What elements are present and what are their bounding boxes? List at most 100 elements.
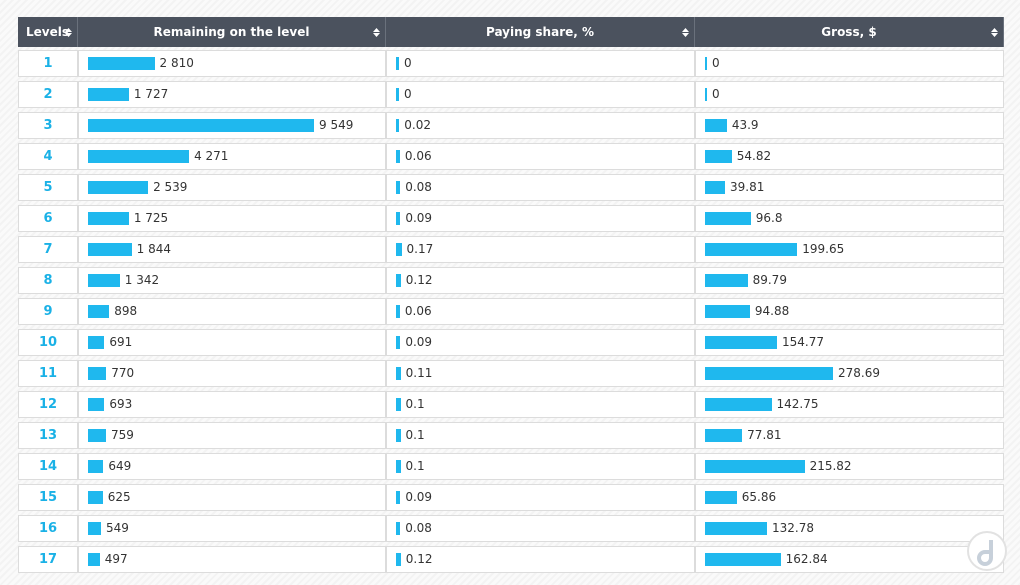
sort-icon[interactable]	[373, 28, 380, 37]
value-label: 0	[712, 56, 720, 70]
bar	[88, 88, 129, 101]
bar	[396, 305, 400, 318]
bar	[396, 274, 401, 287]
value-label: 497	[104, 552, 128, 566]
bar	[88, 429, 106, 442]
bar	[88, 398, 105, 411]
value-label: 65.86	[741, 490, 777, 504]
value-label: 43.9	[731, 118, 759, 132]
column-header[interactable]: Remaining on the level	[78, 17, 386, 47]
bar	[705, 429, 743, 442]
bar	[88, 212, 129, 225]
remaining-cell: 549	[78, 515, 386, 542]
value-label: 0.1	[405, 459, 425, 473]
gross-cell: 43.9	[695, 112, 1004, 139]
bar	[705, 336, 777, 349]
value-label: 0.09	[405, 211, 433, 225]
bar	[88, 274, 120, 287]
value-label: 1 727	[133, 87, 169, 101]
paying-share-cell: 0.06	[386, 298, 695, 325]
paying-share-cell: 0	[386, 81, 695, 108]
bar	[705, 119, 727, 132]
bar	[88, 460, 104, 473]
bar	[396, 119, 400, 132]
bar	[705, 243, 798, 256]
gross-cell: 54.82	[695, 143, 1004, 170]
bar	[705, 181, 725, 194]
gross-cell: 77.81	[695, 422, 1004, 449]
sort-icon[interactable]	[682, 28, 689, 37]
bar	[88, 150, 190, 163]
level: 15	[18, 484, 78, 511]
value-label: 278.69	[838, 366, 880, 380]
paying-share-cell: 0.12	[386, 546, 695, 573]
remaining-cell: 2 539	[78, 174, 386, 201]
value-label: 759	[110, 428, 134, 442]
level: 2	[18, 81, 78, 108]
gross-cell: 96.8	[695, 205, 1004, 232]
remaining-cell: 759	[78, 422, 386, 449]
value-label: 0.09	[405, 490, 433, 504]
bar	[88, 57, 155, 70]
bar	[88, 336, 105, 349]
level: 7	[18, 236, 78, 263]
gross-cell: 154.77	[695, 329, 1004, 356]
value-label: 162.84	[785, 552, 828, 566]
paying-share-cell: 0.11	[386, 360, 695, 387]
value-label: 0.17	[406, 242, 434, 256]
value-label: 215.82	[809, 459, 852, 473]
value-label: 0	[404, 56, 412, 70]
gross-cell: 162.84	[695, 546, 1004, 573]
remaining-cell: 691	[78, 329, 386, 356]
bar	[705, 398, 772, 411]
sort-icon[interactable]	[991, 28, 998, 37]
bar	[396, 398, 401, 411]
value-label: 0.1	[405, 397, 425, 411]
value-label: 4 271	[194, 149, 229, 163]
bar	[88, 305, 110, 318]
remaining-cell: 9 549	[78, 112, 386, 139]
value-label: 2 810	[159, 56, 194, 70]
value-label: 9 549	[319, 118, 354, 132]
paying-share-cell: 0.08	[386, 174, 695, 201]
gross-cell: 89.79	[695, 267, 1004, 294]
bar	[396, 243, 402, 256]
value-label: 1 844	[136, 242, 171, 256]
value-label: 0.12	[405, 273, 433, 287]
value-label: 625	[107, 490, 131, 504]
gross-cell: 39.81	[695, 174, 1004, 201]
bar	[705, 150, 732, 163]
column-header[interactable]: Levels	[18, 17, 78, 47]
remaining-cell: 770	[78, 360, 386, 387]
remaining-cell: 693	[78, 391, 386, 418]
level: 11	[18, 360, 78, 387]
bar	[396, 150, 400, 163]
column-header[interactable]: Gross, $	[695, 17, 1004, 47]
value-label: 132.78	[772, 521, 815, 535]
value-label: 0.08	[405, 521, 432, 535]
value-label: 693	[109, 397, 133, 411]
gross-cell: 0	[695, 50, 1004, 77]
sort-icon[interactable]	[65, 28, 72, 37]
bar	[396, 522, 401, 535]
paying-share-cell: 0	[386, 50, 695, 77]
paying-share-cell: 0.17	[386, 236, 695, 263]
bar	[396, 212, 401, 225]
paying-share-cell: 0.1	[386, 391, 695, 418]
bar	[396, 181, 401, 194]
bar	[705, 212, 751, 225]
level: 16	[18, 515, 78, 542]
value-label: 154.77	[781, 335, 824, 349]
bar	[88, 367, 107, 380]
level: 1	[18, 50, 78, 77]
value-label: 89.79	[752, 273, 787, 287]
value-label: 898	[114, 304, 138, 318]
paying-share-cell: 0.1	[386, 453, 695, 480]
column-header[interactable]: Paying share, %	[386, 17, 695, 47]
bar	[396, 367, 401, 380]
value-label: 0.06	[404, 304, 432, 318]
bar	[396, 491, 401, 504]
gross-cell: 142.75	[695, 391, 1004, 418]
paying-share-cell: 0.06	[386, 143, 695, 170]
